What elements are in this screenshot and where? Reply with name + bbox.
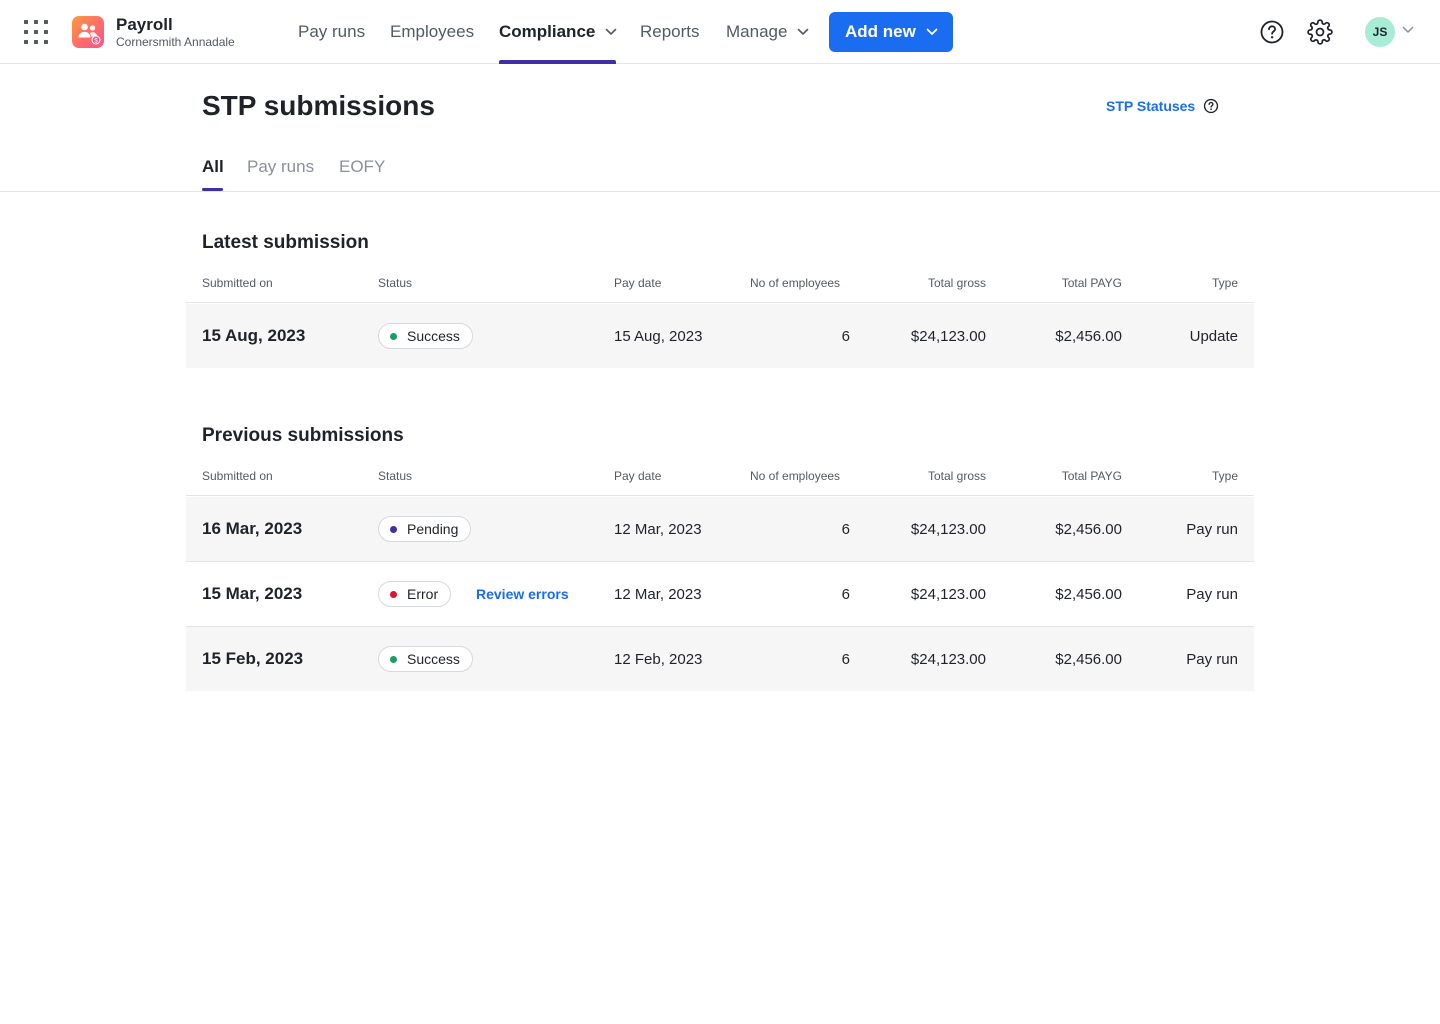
column-header-total-gross: Total gross xyxy=(927,469,986,483)
submitted-on-cell: 15 Mar, 2023 xyxy=(202,584,303,603)
nav-item-label: Compliance xyxy=(499,22,596,41)
submitted-on-cell: 15 Aug, 2023 xyxy=(202,326,306,345)
column-header-type: Type xyxy=(1211,469,1238,483)
table-row[interactable]: 15 Mar, 2023 Error Review errors 12 Mar,… xyxy=(186,562,1254,627)
help-icon xyxy=(1204,98,1219,114)
nav-item-label: Reports xyxy=(640,22,700,41)
stp-statuses-label: STP Statuses xyxy=(1106,98,1196,114)
column-header-submitted-on: Submitted on xyxy=(202,469,273,483)
pay-date-cell: 12 Mar, 2023 xyxy=(614,520,702,538)
nav-item-compliance[interactable]: Compliance xyxy=(499,0,617,64)
tab-pay-runs[interactable]: Pay runs xyxy=(247,157,315,176)
column-header-total-gross: Total gross xyxy=(927,276,986,290)
status-dot xyxy=(390,525,397,533)
chevron-down-icon xyxy=(606,28,617,35)
column-header-employees: No of employees xyxy=(750,469,841,483)
apps-grid-icon[interactable] xyxy=(24,20,48,44)
type-cell: Update xyxy=(1189,327,1238,345)
svg-text:$: $ xyxy=(94,38,98,44)
help-icon[interactable] xyxy=(1259,19,1285,45)
chevron-down-icon xyxy=(926,28,938,35)
type-cell: Pay run xyxy=(1186,585,1238,603)
status-badge: Success xyxy=(378,646,473,672)
total-gross-cell: $24,123.00 xyxy=(910,650,986,668)
column-header-submitted-on: Submitted on xyxy=(202,276,273,290)
add-new-button[interactable]: Add new xyxy=(829,12,953,52)
avatar[interactable]: JS xyxy=(1365,17,1395,47)
tab-all[interactable]: All xyxy=(202,157,224,176)
total-gross-cell: $24,123.00 xyxy=(910,327,986,345)
status-dot xyxy=(390,590,397,598)
organisation-name: Cornersmith Annadale xyxy=(116,35,235,49)
table-row[interactable]: 15 Feb, 2023 Success 12 Feb, 2023 6 $24,… xyxy=(186,627,1254,691)
tabs-divider xyxy=(0,191,1440,192)
employees-cell: 6 xyxy=(841,520,850,538)
status-label: Pending xyxy=(407,521,459,537)
page-title: STP submissions xyxy=(202,90,435,121)
total-gross-cell: $24,123.00 xyxy=(910,585,986,603)
table-row[interactable]: 16 Mar, 2023 Pending 12 Mar, 2023 6 $24,… xyxy=(186,497,1254,562)
nav-item-reports[interactable]: Reports xyxy=(640,0,700,64)
tab-active-indicator xyxy=(202,188,223,191)
app-name: Payroll xyxy=(116,15,173,34)
review-errors-link[interactable]: Review errors xyxy=(476,586,569,602)
column-header-status: Status xyxy=(378,276,413,290)
column-header-status: Status xyxy=(378,469,413,483)
type-cell: Pay run xyxy=(1186,520,1238,538)
latest-table-header: Submitted on Status Pay date No of emplo… xyxy=(186,263,1254,303)
status-label: Success xyxy=(407,651,460,667)
status-badge: Error xyxy=(378,581,452,607)
pay-date-cell: 12 Feb, 2023 xyxy=(614,650,703,668)
column-header-employees: No of employees xyxy=(750,276,841,290)
column-header-type: Type xyxy=(1211,276,1238,290)
previous-table-header: Submitted on Status Pay date No of emplo… xyxy=(186,456,1254,496)
column-header-total-payg: Total PAYG xyxy=(1061,276,1122,290)
employees-cell: 6 xyxy=(841,650,850,668)
status-label: Error xyxy=(407,586,439,602)
status-cell: Success xyxy=(378,304,473,368)
nav-item-label: Pay runs xyxy=(298,22,366,41)
previous-submissions-title: Previous submissions xyxy=(202,425,404,446)
pay-date-cell: 12 Mar, 2023 xyxy=(614,585,702,603)
total-gross-cell: $24,123.00 xyxy=(910,520,986,538)
gear-icon[interactable] xyxy=(1307,19,1333,45)
column-header-pay-date: Pay date xyxy=(614,469,662,483)
type-cell: Pay run xyxy=(1186,650,1238,668)
stp-statuses-link[interactable]: STP Statuses xyxy=(1106,98,1219,114)
nav-active-indicator xyxy=(499,60,616,64)
status-cell: Error xyxy=(378,562,452,626)
employees-cell: 6 xyxy=(841,327,850,345)
column-header-total-payg: Total PAYG xyxy=(1061,469,1122,483)
latest-submission-title: Latest submission xyxy=(202,232,369,253)
chevron-down-icon[interactable] xyxy=(1402,26,1414,34)
status-dot xyxy=(390,332,397,340)
status-dot xyxy=(390,655,397,663)
payroll-people-icon[interactable]: $ xyxy=(72,16,104,48)
table-row[interactable]: 15 Aug, 2023 Success 15 Aug, 2023 6 $24,… xyxy=(186,304,1254,368)
total-payg-cell: $2,456.00 xyxy=(1055,585,1122,603)
status-cell: Pending xyxy=(378,497,472,561)
nav-item-label: Manage xyxy=(726,22,788,41)
employees-cell: 6 xyxy=(841,585,850,603)
chevron-down-icon xyxy=(798,28,809,35)
pay-date-cell: 15 Aug, 2023 xyxy=(614,327,703,345)
nav-item-label: Employees xyxy=(390,22,475,41)
status-badge: Pending xyxy=(378,516,472,542)
nav-item-employees[interactable]: Employees xyxy=(390,0,474,64)
total-payg-cell: $2,456.00 xyxy=(1055,327,1122,345)
total-payg-cell: $2,456.00 xyxy=(1055,650,1122,668)
add-new-label: Add new xyxy=(845,22,916,41)
nav-item-pay-runs[interactable]: Pay runs xyxy=(298,0,365,64)
column-header-pay-date: Pay date xyxy=(614,276,662,290)
nav-item-manage[interactable]: Manage xyxy=(726,0,809,64)
submitted-on-cell: 16 Mar, 2023 xyxy=(202,519,303,538)
status-badge: Success xyxy=(378,323,473,349)
status-label: Success xyxy=(407,328,460,344)
status-cell: Success xyxy=(378,627,473,691)
submitted-on-cell: 15 Feb, 2023 xyxy=(202,649,304,668)
tab-eofy[interactable]: EOFY xyxy=(339,157,386,176)
total-payg-cell: $2,456.00 xyxy=(1055,520,1122,538)
top-navigation-bar: $ Payroll Cornersmith Annadale Pay runs … xyxy=(0,0,1440,64)
